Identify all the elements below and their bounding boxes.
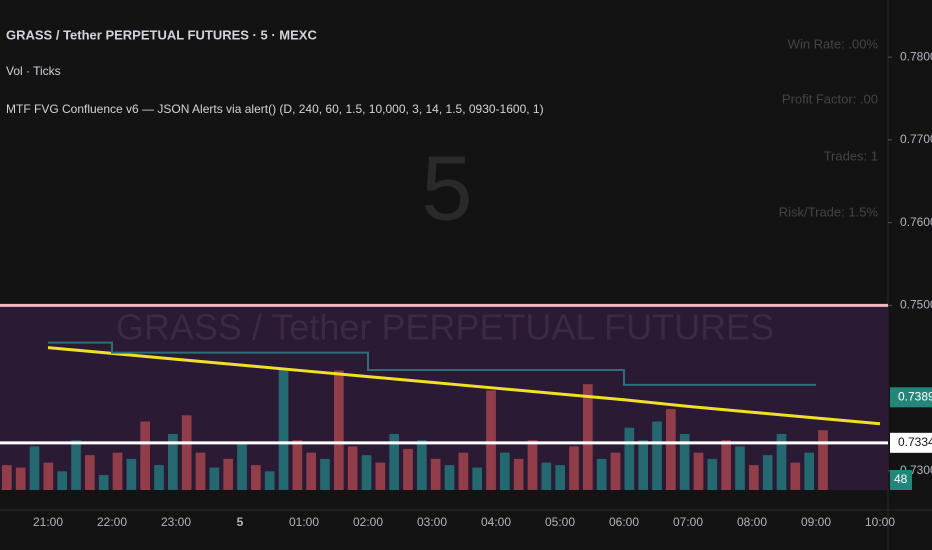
- volume-bar: [2, 465, 12, 490]
- volume-bar: [652, 421, 662, 490]
- stat-text: Trades: 1: [824, 148, 878, 163]
- stat-text: Risk/Trade: 1.5%: [779, 204, 879, 219]
- volume-bar: [804, 452, 815, 490]
- stat-text: Profit Factor: .00: [782, 91, 878, 106]
- volume-bar: [85, 455, 95, 490]
- x-tick-label: 01:00: [289, 515, 319, 529]
- volume-bar: [500, 452, 510, 490]
- volume-bar: [292, 440, 303, 490]
- volume-bar: [98, 475, 109, 490]
- x-tick-label: 07:00: [673, 515, 703, 529]
- volume-bar: [666, 409, 676, 490]
- volume-bar: [306, 452, 317, 490]
- volume-bar: [417, 440, 427, 490]
- volume-bar: [29, 446, 40, 490]
- volume-bar: [762, 455, 773, 490]
- x-tick-label: 02:00: [353, 515, 383, 529]
- volume-bar: [375, 462, 386, 490]
- volume-bar: [154, 465, 164, 490]
- volume-bar: [513, 458, 524, 490]
- volume-label-bg: [890, 470, 912, 490]
- x-tick-label: 21:00: [33, 515, 63, 529]
- volume-title: Vol · Ticks: [6, 64, 61, 78]
- volume-bar: [693, 452, 704, 490]
- x-tick-label: 04:00: [481, 515, 511, 529]
- volume-bar: [223, 458, 234, 490]
- volume-bar: [140, 421, 151, 490]
- x-tick-label: 5: [237, 515, 244, 529]
- signal-line: [48, 341, 816, 386]
- volume-bar: [707, 458, 718, 490]
- stat-text: Win Rate: .00%: [788, 36, 879, 51]
- volume-bar: [347, 446, 358, 490]
- volume-label: 48: [894, 472, 908, 486]
- watermark-symbol: GRASS / Tether PERPETUAL FUTURES: [116, 307, 774, 348]
- x-tick-label: 09:00: [801, 515, 831, 529]
- volume-bar: [583, 384, 593, 490]
- volume-bar: [555, 465, 566, 490]
- volume-bar: [638, 440, 649, 490]
- price-label: 0.7334: [898, 435, 932, 449]
- volume-bar: [679, 433, 690, 490]
- volume-bar: [112, 452, 123, 490]
- price-label: 0.7389: [898, 389, 932, 403]
- volume-bar: [15, 467, 26, 490]
- volume-bar: [444, 465, 455, 490]
- x-tick-label: 22:00: [97, 515, 127, 529]
- volume-bar: [486, 390, 496, 490]
- y-tick-label: 0.7500: [900, 298, 932, 312]
- volume-bar: [43, 462, 54, 490]
- volume-bar: [624, 427, 635, 490]
- volume-bar: [790, 462, 801, 490]
- volume-bar: [458, 452, 469, 490]
- volume-bar: [541, 462, 552, 490]
- symbol-title: GRASS / Tether PERPETUAL FUTURES · 5 · M…: [6, 27, 317, 42]
- volume-bar: [596, 458, 607, 490]
- x-tick-label: 10:00: [865, 515, 895, 529]
- volume-bar: [361, 455, 372, 490]
- volume-bar: [278, 368, 289, 490]
- volume-bar: [237, 442, 247, 490]
- volume-bar: [209, 467, 220, 490]
- volume-bar: [168, 433, 178, 490]
- x-tick-label: 08:00: [737, 515, 767, 529]
- volume-bar: [320, 458, 330, 490]
- x-tick-label: 23:00: [161, 515, 191, 529]
- volume-bar: [721, 440, 732, 490]
- volume-bar: [334, 370, 344, 490]
- price-label-bg: [890, 432, 932, 453]
- volume-bar: [749, 465, 759, 490]
- volume-bar: [389, 433, 400, 490]
- volume-bar: [610, 452, 621, 490]
- volume-bar: [818, 430, 828, 490]
- volume-bar: [195, 452, 206, 490]
- volume-bar: [430, 458, 441, 490]
- volume-bar: [71, 440, 81, 490]
- volume-bar: [527, 440, 538, 490]
- indicator-title: MTF FVG Confluence v6 — JSON Alerts via …: [6, 102, 544, 116]
- trend-line: [47, 346, 881, 426]
- volume-bar: [735, 446, 745, 490]
- volume-bar: [776, 433, 787, 490]
- x-tick-label: 03:00: [417, 515, 447, 529]
- x-tick-label: 06:00: [609, 515, 639, 529]
- volume-bar: [251, 465, 261, 490]
- volume-bar: [403, 448, 413, 490]
- volume-bar: [126, 458, 137, 490]
- volume-bar: [264, 471, 275, 490]
- x-tick-label: 05:00: [545, 515, 575, 529]
- volume-bar: [181, 415, 192, 490]
- volume-bar: [569, 446, 579, 490]
- volume-bar: [57, 471, 68, 490]
- volume-bar: [472, 467, 483, 490]
- watermark-interval: 5: [421, 137, 472, 239]
- price-label-bg: [890, 387, 932, 408]
